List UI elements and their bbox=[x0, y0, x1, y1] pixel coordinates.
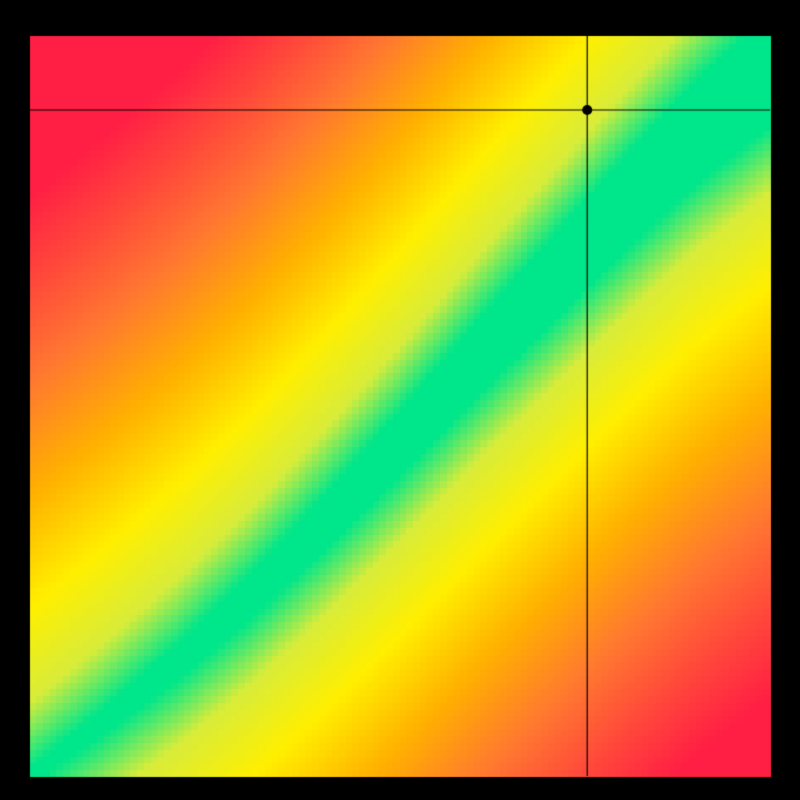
bottleneck-heatmap bbox=[0, 0, 800, 800]
chart-container: TheBottleneck.com bbox=[0, 0, 800, 800]
